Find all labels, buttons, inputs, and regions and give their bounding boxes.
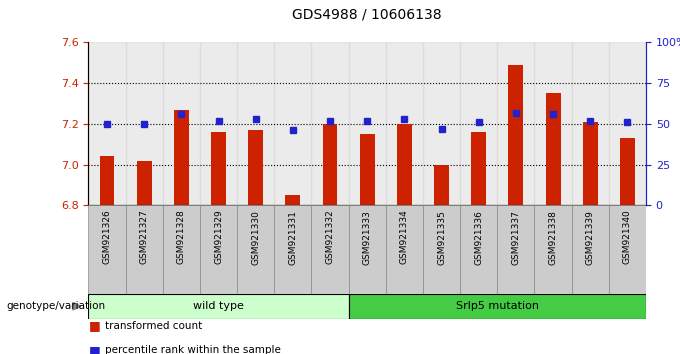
Text: GSM921327: GSM921327 [139, 210, 149, 264]
Bar [460, 42, 497, 205]
Bar [174, 110, 189, 205]
Text: GSM921333: GSM921333 [362, 210, 372, 265]
Bar [434, 165, 449, 205]
Bar [620, 138, 635, 205]
Bar [200, 42, 237, 205]
Text: genotype/variation: genotype/variation [7, 301, 106, 311]
Bar [88, 294, 349, 319]
Bar [497, 42, 534, 205]
Bar [509, 65, 524, 205]
Text: GSM921328: GSM921328 [177, 210, 186, 264]
Bar [497, 205, 534, 294]
Bar [471, 132, 486, 205]
Text: wild type: wild type [193, 301, 244, 311]
Text: ■: ■ [88, 344, 100, 354]
Text: transformed count: transformed count [105, 321, 203, 331]
Bar [349, 42, 386, 205]
Bar [237, 205, 274, 294]
Text: GSM921337: GSM921337 [511, 210, 520, 265]
Bar [163, 42, 200, 205]
Text: percentile rank within the sample: percentile rank within the sample [105, 346, 282, 354]
Text: GSM921330: GSM921330 [251, 210, 260, 265]
Text: GSM921339: GSM921339 [585, 210, 595, 265]
Bar [349, 205, 386, 294]
Bar [311, 205, 349, 294]
Bar [286, 195, 301, 205]
Bar [545, 93, 560, 205]
Bar [423, 42, 460, 205]
Bar [322, 124, 337, 205]
Text: GDS4988 / 10606138: GDS4988 / 10606138 [292, 7, 442, 21]
Bar [99, 156, 114, 205]
Bar [237, 42, 274, 205]
Bar [200, 205, 237, 294]
Bar [386, 205, 423, 294]
Text: GSM921332: GSM921332 [326, 210, 335, 264]
Bar [88, 205, 126, 294]
Bar [583, 122, 598, 205]
Text: ■: ■ [88, 319, 100, 332]
Bar [137, 161, 152, 205]
Bar [609, 205, 646, 294]
Bar [349, 294, 646, 319]
Bar [163, 205, 200, 294]
Text: Srlp5 mutation: Srlp5 mutation [456, 301, 539, 311]
Bar [572, 42, 609, 205]
Text: GSM921338: GSM921338 [549, 210, 558, 265]
Bar [386, 42, 423, 205]
Bar [248, 130, 263, 205]
Text: GSM921340: GSM921340 [623, 210, 632, 264]
Text: GSM921329: GSM921329 [214, 210, 223, 264]
Text: GSM921334: GSM921334 [400, 210, 409, 264]
Bar [572, 205, 609, 294]
Bar [423, 205, 460, 294]
Bar [274, 42, 311, 205]
Bar [360, 134, 375, 205]
Text: GSM921335: GSM921335 [437, 210, 446, 265]
Bar [311, 42, 349, 205]
Bar [126, 205, 163, 294]
Bar [460, 205, 497, 294]
Text: GSM921336: GSM921336 [474, 210, 483, 265]
Bar [609, 42, 646, 205]
Bar [126, 42, 163, 205]
Text: GSM921326: GSM921326 [103, 210, 112, 264]
Text: GSM921331: GSM921331 [288, 210, 297, 265]
Bar [534, 42, 572, 205]
Bar [211, 132, 226, 205]
Bar [397, 124, 412, 205]
Bar [88, 42, 126, 205]
Bar [534, 205, 572, 294]
Bar [274, 205, 311, 294]
